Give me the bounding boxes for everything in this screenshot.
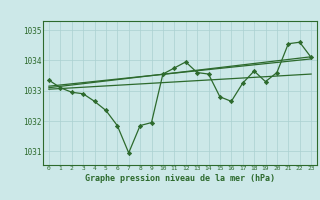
X-axis label: Graphe pression niveau de la mer (hPa): Graphe pression niveau de la mer (hPa): [85, 174, 275, 183]
